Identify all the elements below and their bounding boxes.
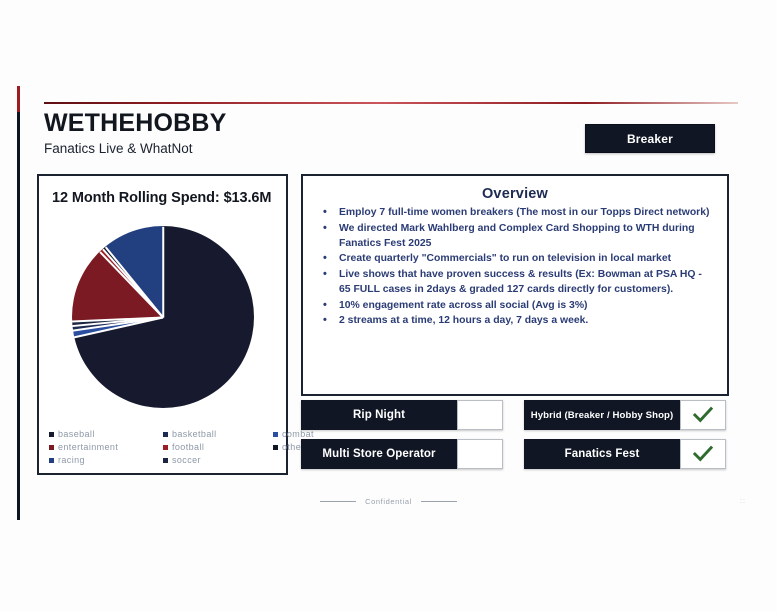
legend-label: entertainment [58, 442, 119, 452]
legend-label: other [282, 442, 305, 452]
overview-bullet: 10% engagement rate across all social (A… [319, 298, 715, 314]
chart-legend: baseball basketball combat entertainment foo… [49, 429, 314, 465]
legend-item: baseball [49, 429, 163, 439]
legend-swatch-icon [49, 457, 54, 463]
overview-bullet: We directed Mark Wahlberg and Complex Ca… [319, 221, 715, 252]
legend-item: entertainment [49, 442, 163, 452]
legend-label: baseball [58, 429, 95, 439]
option-row[interactable]: Multi Store Operator [301, 439, 503, 469]
footer: Confidential [0, 497, 777, 506]
legend-item: soccer [163, 455, 273, 465]
overview-bullet-list: Employ 7 full-time women breakers (The m… [303, 205, 727, 329]
overview-panel: Overview Employ 7 full-time women breake… [301, 174, 729, 396]
overview-bullet: 2 streams at a time, 12 hours a day, 7 d… [319, 313, 715, 329]
legend-swatch-icon [273, 431, 278, 437]
option-label: Rip Night [301, 400, 457, 430]
legend-label: combat [282, 429, 314, 439]
legend-swatch-icon [49, 431, 54, 437]
left-accent-bar [17, 86, 20, 520]
legend-swatch-icon [273, 444, 278, 450]
option-row[interactable]: Rip Night [301, 400, 503, 430]
option-label: Hybrid (Breaker / Hobby Shop) [524, 400, 680, 430]
option-row[interactable]: Hybrid (Breaker / Hobby Shop) [524, 400, 726, 430]
spend-chart-panel: 12 Month Rolling Spend: $13.6M baseball b… [37, 174, 314, 475]
pie-slice-separator [161, 226, 164, 318]
option-checkbox-empty[interactable] [457, 439, 503, 469]
option-checkbox-empty[interactable] [457, 400, 503, 430]
accent-bar-dark-segment [17, 112, 20, 520]
legend-swatch-icon [163, 457, 168, 463]
chart-title: 12 Month Rolling Spend: $13.6M [52, 190, 272, 206]
title-block: WETHEHOBBY Fanatics Live & WhatNot [44, 110, 474, 157]
checkmark-icon [692, 445, 714, 462]
page-subtitle: Fanatics Live & WhatNot [44, 141, 193, 156]
legend-item: combat [273, 429, 314, 439]
option-row[interactable]: Fanatics Fest [524, 439, 726, 469]
option-label: Multi Store Operator [301, 439, 457, 469]
breaker-badge[interactable]: Breaker [585, 124, 715, 153]
overview-bullet: Create quarterly "Commercials" to run on… [319, 251, 715, 267]
legend-item: football [163, 442, 273, 452]
option-group-right: Hybrid (Breaker / Hobby Shop) Fanatics Fe… [524, 400, 726, 478]
option-checkbox-checked[interactable] [680, 439, 726, 469]
overview-title: Overview [481, 186, 549, 202]
legend-swatch-icon [163, 431, 168, 437]
legend-label: basketball [172, 429, 217, 439]
legend-swatch-icon [49, 444, 54, 450]
legend-label: soccer [172, 455, 201, 465]
legend-label: racing [58, 455, 85, 465]
legend-swatch-icon [163, 444, 168, 450]
footer-label: Confidential [365, 497, 412, 506]
legend-label: football [172, 442, 205, 452]
legend-item: racing [49, 455, 163, 465]
option-checkbox-checked[interactable] [680, 400, 726, 430]
footer-rule-right [420, 501, 457, 502]
option-group-left: Rip Night Multi Store Operator [301, 400, 503, 478]
accent-bar-red-segment [17, 86, 20, 112]
page-marker: :: [740, 498, 746, 505]
footer-rule-left [320, 501, 357, 502]
overview-bullet: Employ 7 full-time women breakers (The m… [319, 205, 715, 221]
legend-item: basketball [163, 429, 273, 439]
legend-item: other [273, 442, 314, 452]
page-title: WETHEHOBBY [44, 109, 227, 137]
breaker-badge-label: Breaker [626, 131, 674, 146]
overview-bullet: Live shows that have proven success & re… [319, 267, 715, 298]
checkmark-icon [692, 406, 714, 423]
pie-chart [71, 226, 254, 408]
header-divider-rule [44, 102, 738, 104]
option-label: Fanatics Fest [524, 439, 680, 469]
